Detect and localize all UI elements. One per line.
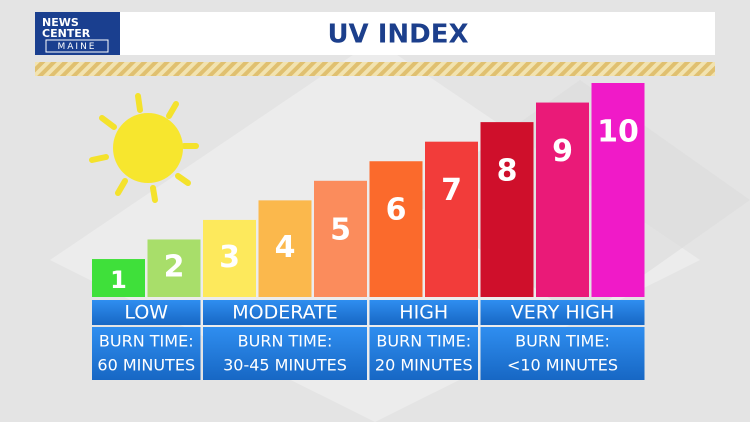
bar-label: 9 (552, 134, 573, 169)
burn-box (480, 327, 645, 380)
bar-label: 7 (441, 173, 462, 208)
bar (92, 259, 145, 297)
burn-box (369, 327, 478, 380)
logo-text: NEWS (42, 16, 79, 29)
logo-frame (45, 39, 109, 53)
level-label: LOW (124, 302, 168, 324)
level-box (480, 300, 645, 325)
stripe-band (35, 62, 715, 76)
sun (89, 93, 199, 203)
logo-box (35, 12, 120, 55)
bar-label: 3 (219, 240, 240, 275)
burn-label: BURN TIME: (515, 332, 610, 351)
burn-box (92, 327, 201, 380)
burn-time: 20 MINUTES (375, 356, 473, 375)
logo-text: CENTER (42, 27, 91, 40)
burn-time: <10 MINUTES (507, 356, 618, 375)
level-box (203, 300, 367, 325)
level-label: HIGH (399, 302, 448, 324)
burn-box (203, 327, 367, 380)
bar (147, 239, 201, 297)
bar-label: 6 (386, 193, 407, 228)
level-box (92, 300, 201, 325)
bar (536, 102, 589, 297)
sun-disc (113, 113, 183, 183)
bar-label: 10 (597, 115, 639, 150)
bar-label: 1 (110, 266, 127, 294)
burn-time: 30-45 MINUTES (223, 356, 347, 375)
burn-time: 60 MINUTES (97, 356, 195, 375)
bar (314, 180, 367, 297)
header-bar (35, 12, 715, 55)
bar (369, 161, 423, 297)
bar (591, 83, 645, 297)
bar (258, 200, 312, 297)
burn-label: BURN TIME: (376, 332, 471, 351)
bar (480, 122, 534, 298)
level-label: MODERATE (232, 302, 338, 324)
bar (203, 219, 256, 297)
bar-label: 8 (497, 154, 518, 189)
bar-label: 5 (330, 212, 351, 247)
burn-label: BURN TIME: (99, 332, 194, 351)
bar (425, 141, 478, 297)
level-label: VERY HIGH (511, 302, 615, 324)
logo-text: MAINE (58, 42, 97, 52)
chart-title: UV INDEX (327, 20, 468, 50)
bar-label: 4 (275, 230, 296, 265)
burn-label: BURN TIME: (238, 332, 333, 351)
level-box (369, 300, 478, 325)
bar-label: 2 (164, 250, 185, 285)
